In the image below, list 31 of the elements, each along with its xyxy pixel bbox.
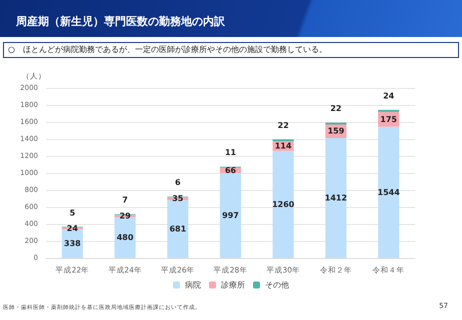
data-label: 159 bbox=[328, 126, 345, 136]
legend-label: 病院 bbox=[185, 280, 201, 290]
data-label: 1412 bbox=[324, 193, 348, 202]
data-label: 681 bbox=[169, 224, 187, 234]
chart-title: 周産期（新生児）専門医数の勤務地の内訳 bbox=[16, 14, 225, 29]
data-label: 7 bbox=[122, 196, 128, 205]
data-label: 6 bbox=[174, 178, 181, 188]
data-label: 1260 bbox=[272, 200, 295, 209]
data-label: 1544 bbox=[378, 188, 400, 197]
data-label: 11 bbox=[224, 148, 236, 158]
data-label: 338 bbox=[64, 239, 82, 248]
data-label: 5 bbox=[70, 208, 76, 218]
bar bbox=[114, 217, 136, 258]
bar bbox=[272, 150, 294, 258]
bar bbox=[378, 126, 400, 258]
data-label: 24 bbox=[66, 224, 78, 233]
bar bbox=[220, 173, 242, 258]
data-label: 22 bbox=[278, 120, 289, 130]
chart-subtitle: ○ ほとんどが病院勤務であるが、一定の医師が診療所やその他の施設で勤務している。 bbox=[3, 42, 459, 58]
data-label: 114 bbox=[274, 142, 292, 151]
data-label: 66 bbox=[224, 166, 236, 175]
bar bbox=[325, 138, 346, 258]
data-label: 175 bbox=[380, 114, 398, 124]
legend-label: 診療所 bbox=[221, 280, 245, 290]
data-label: 480 bbox=[116, 233, 134, 242]
data-label: 24 bbox=[383, 91, 395, 100]
data-label: 35 bbox=[172, 194, 184, 204]
bar bbox=[167, 200, 188, 258]
legend-label: その他 bbox=[265, 280, 289, 290]
data-label: 22 bbox=[330, 104, 342, 114]
data-label: 997 bbox=[222, 211, 239, 220]
